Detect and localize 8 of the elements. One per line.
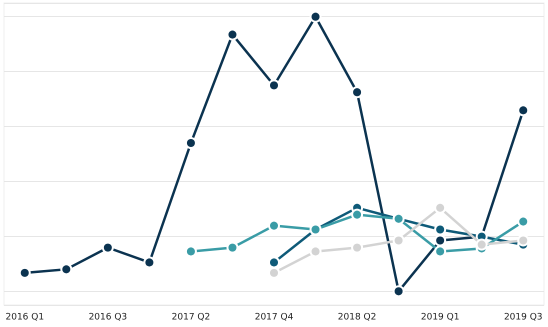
x-tick-label: 2019 Q1: [420, 312, 460, 322]
x-tick-label: 2018 Q2: [338, 312, 376, 322]
x-tick-label: 2019 Q3: [504, 312, 543, 322]
point: [476, 238, 488, 251]
x-tick-label: 2017 Q2: [172, 312, 210, 322]
x-tick-label: 2016 Q3: [88, 312, 128, 322]
x-tick-label: 2016 Q1: [5, 312, 44, 322]
x-tick-label: 2017 Q4: [254, 312, 294, 322]
